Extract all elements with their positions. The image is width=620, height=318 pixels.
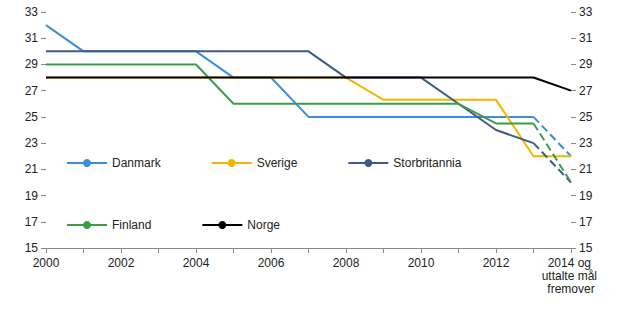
- svg-text:17: 17: [579, 215, 593, 229]
- svg-text:2012: 2012: [483, 256, 510, 270]
- svg-text:2010: 2010: [408, 256, 435, 270]
- svg-text:31: 31: [579, 31, 593, 45]
- svg-text:2014 og: 2014 og: [548, 256, 595, 270]
- svg-text:25: 25: [579, 110, 593, 124]
- svg-text:21: 21: [25, 162, 39, 176]
- svg-text:2002: 2002: [108, 256, 135, 270]
- svg-text:Danmark: Danmark: [112, 156, 162, 170]
- svg-text:19: 19: [579, 189, 593, 203]
- svg-text:2000: 2000: [33, 256, 60, 270]
- svg-text:25: 25: [25, 110, 39, 124]
- svg-text:2004: 2004: [183, 256, 210, 270]
- svg-text:uttalte mål: uttalte mål: [542, 269, 601, 283]
- svg-text:21: 21: [579, 162, 593, 176]
- svg-text:23: 23: [25, 136, 39, 150]
- svg-text:Sverige: Sverige: [257, 156, 298, 170]
- svg-text:29: 29: [579, 57, 593, 71]
- svg-text:27: 27: [579, 84, 593, 98]
- svg-text:23: 23: [579, 136, 593, 150]
- svg-text:fremover: fremover: [547, 282, 594, 296]
- svg-text:Norge: Norge: [247, 218, 280, 232]
- svg-text:33: 33: [25, 5, 39, 19]
- svg-text:15: 15: [25, 241, 39, 255]
- svg-text:33: 33: [579, 5, 593, 19]
- svg-text:17: 17: [25, 215, 39, 229]
- svg-text:Storbritannia: Storbritannia: [393, 156, 461, 170]
- svg-text:19: 19: [25, 189, 39, 203]
- svg-text:29: 29: [25, 57, 39, 71]
- svg-text:15: 15: [579, 241, 593, 255]
- svg-text:27: 27: [25, 84, 39, 98]
- svg-text:Finland: Finland: [112, 218, 151, 232]
- svg-text:2008: 2008: [333, 256, 360, 270]
- svg-text:31: 31: [25, 31, 39, 45]
- svg-text:2006: 2006: [258, 256, 285, 270]
